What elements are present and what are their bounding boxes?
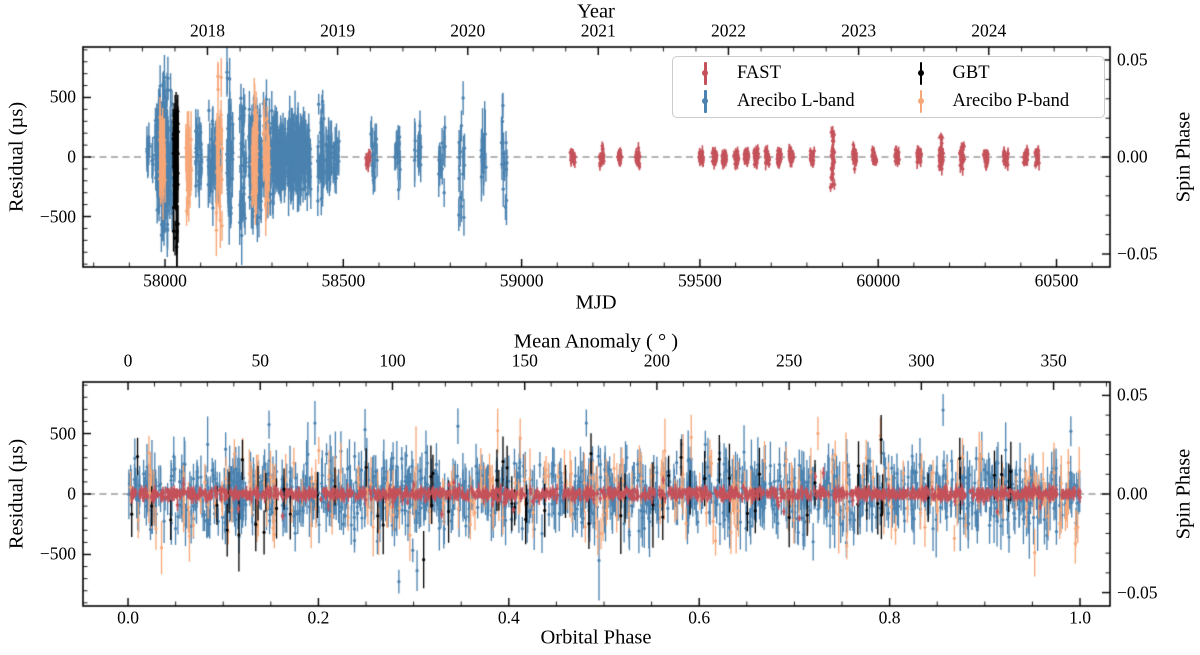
legend-label-gbt: GBT — [952, 62, 990, 83]
legend-item-gbt: GBT — [889, 61, 1105, 86]
legend-item-fast: FAST — [673, 61, 889, 86]
legend: FAST GBT Arecibo L-band Arecibo P-band — [672, 56, 1105, 118]
arecibo-p-errorbar-icon — [913, 89, 929, 114]
legend-item-arecibo-p: Arecibo P-band — [889, 89, 1105, 114]
legend-label-arecibo-p: Arecibo P-band — [952, 90, 1070, 111]
legend-item-arecibo-l: Arecibo L-band — [673, 89, 889, 114]
legend-label-arecibo-l: Arecibo L-band — [737, 90, 855, 111]
arecibo-l-errorbar-icon — [697, 89, 713, 114]
gbt-errorbar-icon — [913, 61, 929, 86]
legend-label-fast: FAST — [737, 62, 781, 83]
fast-errorbar-icon — [697, 61, 713, 86]
